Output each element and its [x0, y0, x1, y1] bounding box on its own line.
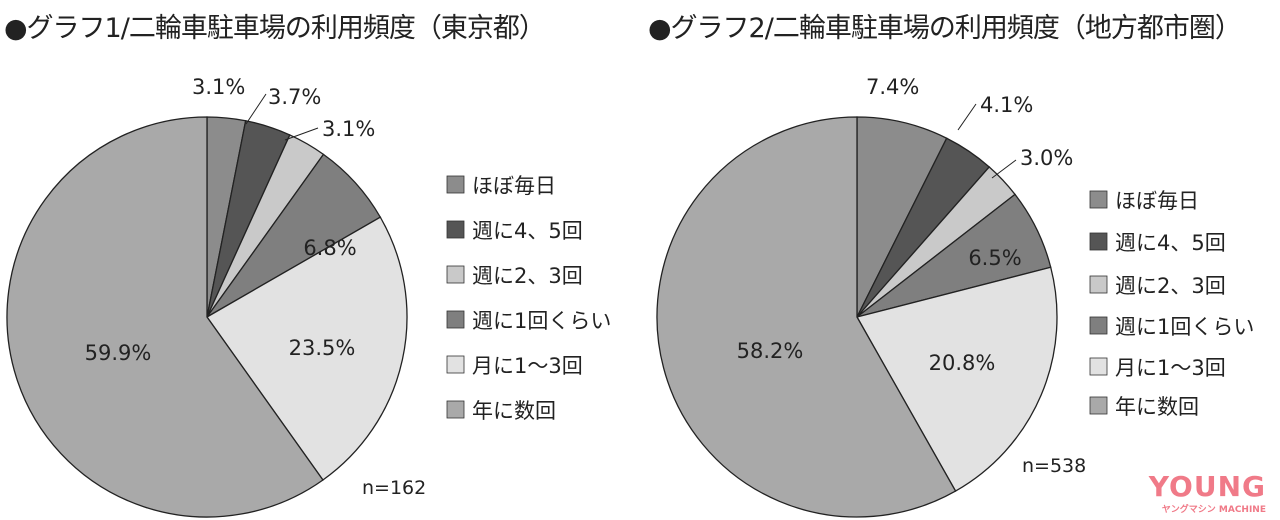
legend-swatch: [1089, 316, 1108, 335]
legend-entry: 週に2、3回: [1115, 274, 1226, 298]
legend-swatch: [1089, 357, 1108, 376]
legend-entry: 週に4、5回: [1115, 231, 1226, 255]
legend-entry: 年に数回: [472, 399, 556, 423]
leader-line: [991, 159, 1017, 179]
legend-entry: ほぼ毎日: [1115, 189, 1199, 213]
leader-line: [245, 93, 267, 125]
data-label: 6.5%: [968, 246, 1021, 270]
data-label: 6.8%: [303, 236, 356, 260]
legend-swatch: [1089, 190, 1108, 209]
sample-size-label: n=162: [362, 477, 426, 499]
data-label: 20.8%: [929, 351, 996, 375]
leader-line: [284, 127, 319, 141]
logo-sub: ヤングマシン MACHINE: [1161, 505, 1266, 515]
legend-swatch: [446, 355, 465, 374]
legend-swatch: [446, 265, 465, 284]
legend-entry: 週に1回くらい: [472, 309, 611, 333]
chart-1-title: ●グラフ1/二輪車駐車場の利用頻度（東京都）: [4, 13, 546, 44]
legend-entry: 月に1〜3回: [472, 354, 583, 378]
legend-entry: 週に1回くらい: [1115, 315, 1254, 339]
sample-size-label: n=538: [1022, 455, 1086, 477]
data-label: 4.1%: [980, 93, 1033, 117]
pie-slice: [206, 216, 408, 481]
legend-swatch: [446, 400, 465, 419]
legend-swatch: [446, 220, 465, 239]
legend-swatch: [446, 175, 465, 194]
data-label: 3.7%: [268, 85, 321, 109]
legend-swatch: [446, 310, 465, 329]
data-label: 7.4%: [866, 75, 919, 99]
data-label: 59.9%: [85, 341, 152, 365]
pie-slice: [6, 116, 324, 518]
logo-main: YOUNG: [1148, 470, 1266, 503]
legend-swatch: [1089, 396, 1108, 415]
young-machine-logo: YOUNG ヤングマシン MACHINE: [1149, 470, 1266, 516]
pie-slice: [656, 116, 957, 518]
legend-swatch: [1089, 232, 1108, 251]
data-label: 58.2%: [737, 339, 804, 363]
legend-entry: 月に1〜3回: [1115, 356, 1226, 380]
pie-slice: [856, 266, 1058, 492]
legend-entry: 週に4、5回: [472, 219, 583, 243]
data-label: 3.1%: [322, 117, 375, 141]
legend-swatch: [1089, 275, 1108, 294]
legend-entry: ほぼ毎日: [472, 174, 556, 198]
legend-entry: 週に2、3回: [472, 264, 583, 288]
chart-2-title: ●グラフ2/二輪車駐車場の利用頻度（地方都市圏）: [648, 13, 1242, 44]
data-label: 3.0%: [1020, 146, 1073, 170]
data-label: 23.5%: [289, 336, 356, 360]
legend-entry: 年に数回: [1115, 395, 1199, 419]
leader-line: [957, 103, 977, 131]
data-label: 3.1%: [192, 75, 245, 99]
